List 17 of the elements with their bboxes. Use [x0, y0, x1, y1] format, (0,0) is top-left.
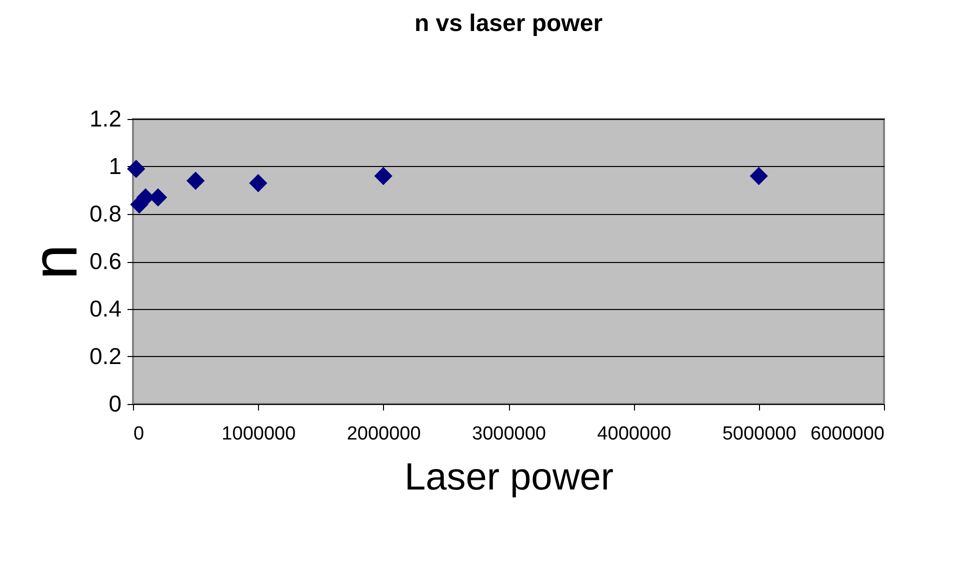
- x-tick-label: 4000000: [597, 424, 672, 444]
- y-tick-label: 0.2: [90, 343, 122, 369]
- y-tick-label: 1.2: [90, 106, 122, 132]
- y-tick-label: 0.4: [90, 296, 122, 322]
- y-axis-title: n: [18, 244, 91, 280]
- x-axis-title: Laser power: [404, 456, 614, 498]
- x-tick-label: 1000000: [222, 424, 296, 444]
- x-tick-label: 2000000: [346, 424, 421, 444]
- x-tick-label: 3000000: [472, 424, 546, 444]
- x-tick-label: 0: [134, 424, 144, 444]
- y-tick-label: 0.6: [90, 248, 122, 274]
- x-tick-label: 5000000: [722, 424, 796, 444]
- x-tick-label: 6000000: [810, 424, 884, 444]
- y-tick-label: 0.8: [90, 200, 122, 226]
- y-tick-label: 0: [108, 390, 122, 416]
- y-tick-label: 1: [108, 153, 122, 179]
- chart-title: n vs laser power: [414, 10, 603, 37]
